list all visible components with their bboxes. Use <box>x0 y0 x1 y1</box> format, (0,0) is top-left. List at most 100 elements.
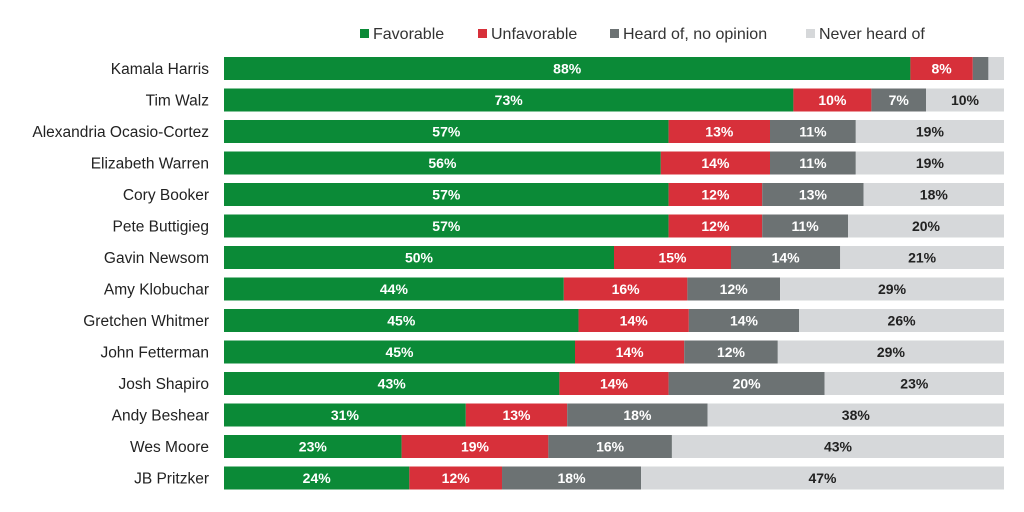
category-label-amy-klobuchar: Amy Klobuchar <box>104 282 209 299</box>
bar-elizabeth-warren-never-heard-of <box>855 151 1004 175</box>
bar-amy-klobuchar-unfavorable <box>563 277 688 301</box>
value-label-kamala-harris-unfavorable: 8% <box>931 61 952 77</box>
bar-elizabeth-warren-favorable <box>224 151 661 175</box>
value-label-josh-shapiro-never-heard-of: 23% <box>900 376 929 392</box>
category-label-kamala-harris: Kamala Harris <box>111 61 209 78</box>
legend-swatch-never-heard-of <box>806 29 815 38</box>
value-label-gavin-newsom-unfavorable: 15% <box>658 250 687 266</box>
bar-pete-buttigieg-favorable <box>224 214 669 238</box>
value-label-wes-moore-unfavorable: 19% <box>461 439 490 455</box>
value-label-jb-pritzker-heard-of-no-opinion: 18% <box>558 470 587 486</box>
bar-gavin-newsom-unfavorable <box>614 246 731 269</box>
value-label-john-fetterman-heard-of-no-opinion: 12% <box>717 344 746 360</box>
value-label-andy-beshear-unfavorable: 13% <box>502 407 531 423</box>
value-label-cory-booker-heard-of-no-opinion: 13% <box>799 187 828 203</box>
bar-amy-klobuchar-never-heard-of <box>780 277 1004 301</box>
value-label-john-fetterman-unfavorable: 14% <box>616 344 645 360</box>
bar-jb-pritzker-favorable <box>224 466 410 490</box>
value-label-elizabeth-warren-favorable: 56% <box>428 155 457 171</box>
bar-kamala-harris-heard-of-no-opinion <box>972 57 989 80</box>
bar-tim-walz-favorable <box>224 88 794 112</box>
bar-pete-buttigieg-heard-of-no-opinion <box>762 214 848 238</box>
category-label-gavin-newsom: Gavin Newsom <box>104 250 209 267</box>
bar-andy-beshear-unfavorable <box>465 403 568 427</box>
legend-swatch-favorable <box>360 29 369 38</box>
category-label-tim-walz: Tim Walz <box>146 93 209 110</box>
bar-pete-buttigieg-unfavorable <box>668 214 763 238</box>
bar-tim-walz-heard-of-no-opinion <box>871 88 926 112</box>
bar-elizabeth-warren-heard-of-no-opinion <box>770 151 856 175</box>
bar-josh-shapiro-unfavorable <box>559 372 669 395</box>
value-label-jb-pritzker-unfavorable: 12% <box>442 470 471 486</box>
value-label-tim-walz-never-heard-of: 10% <box>951 92 980 108</box>
value-label-john-fetterman-never-heard-of: 29% <box>877 344 906 360</box>
category-label-jb-pritzker: JB Pritzker <box>134 471 209 488</box>
value-label-amy-klobuchar-never-heard-of: 29% <box>878 281 907 297</box>
bar-wes-moore-heard-of-no-opinion <box>548 435 672 458</box>
value-label-cory-booker-favorable: 57% <box>432 187 461 203</box>
bar-gretchen-whitmer-heard-of-no-opinion <box>688 309 800 332</box>
category-label-elizabeth-warren: Elizabeth Warren <box>91 156 209 173</box>
value-label-alexandria-ocasio-cortez-favorable: 57% <box>432 124 461 140</box>
value-label-wes-moore-never-heard-of: 43% <box>824 439 853 455</box>
legend-label-favorable: Favorable <box>373 26 444 43</box>
bar-cory-booker-favorable <box>224 183 669 206</box>
value-label-alexandria-ocasio-cortez-heard-of-no-opinion: 11% <box>799 124 827 140</box>
value-label-andy-beshear-favorable: 31% <box>331 407 360 423</box>
value-label-gavin-newsom-never-heard-of: 21% <box>908 250 937 266</box>
legend-label-heard-of-no-opinion: Heard of, no opinion <box>623 26 767 43</box>
value-label-cory-booker-never-heard-of: 18% <box>920 187 949 203</box>
value-label-gretchen-whitmer-favorable: 45% <box>387 313 416 329</box>
bar-andy-beshear-favorable <box>224 403 466 427</box>
value-label-gretchen-whitmer-heard-of-no-opinion: 14% <box>730 313 759 329</box>
bar-cory-booker-never-heard-of <box>863 183 1004 206</box>
value-label-gretchen-whitmer-never-heard-of: 26% <box>888 313 917 329</box>
value-label-tim-walz-heard-of-no-opinion: 7% <box>889 92 910 108</box>
category-label-josh-shapiro: Josh Shapiro <box>119 376 209 393</box>
value-label-amy-klobuchar-unfavorable: 16% <box>612 281 641 297</box>
value-label-josh-shapiro-unfavorable: 14% <box>600 376 629 392</box>
value-label-elizabeth-warren-heard-of-no-opinion: 11% <box>799 155 827 171</box>
value-label-pete-buttigieg-unfavorable: 12% <box>701 218 730 234</box>
bar-john-fetterman-unfavorable <box>575 340 685 364</box>
bar-cory-booker-heard-of-no-opinion <box>762 183 864 206</box>
bar-alexandria-ocasio-cortez-heard-of-no-opinion <box>770 120 856 143</box>
value-label-gavin-newsom-heard-of-no-opinion: 14% <box>772 250 801 266</box>
bar-jb-pritzker-never-heard-of <box>641 466 1004 490</box>
value-label-elizabeth-warren-unfavorable: 14% <box>701 155 730 171</box>
category-label-john-fetterman: John Fetterman <box>100 345 209 362</box>
bar-amy-klobuchar-favorable <box>224 277 564 301</box>
bar-gavin-newsom-favorable <box>224 246 614 269</box>
value-label-tim-walz-unfavorable: 10% <box>818 92 847 108</box>
bar-cory-booker-unfavorable <box>668 183 763 206</box>
value-label-wes-moore-favorable: 23% <box>299 439 328 455</box>
category-label-gretchen-whitmer: Gretchen Whitmer <box>83 313 209 330</box>
bar-gavin-newsom-heard-of-no-opinion <box>731 246 841 269</box>
bar-tim-walz-never-heard-of <box>926 88 1004 112</box>
bar-jb-pritzker-unfavorable <box>409 466 503 490</box>
bar-john-fetterman-never-heard-of <box>777 340 1004 364</box>
bar-gretchen-whitmer-favorable <box>224 309 579 332</box>
bar-john-fetterman-favorable <box>224 340 575 364</box>
category-label-andy-beshear: Andy Beshear <box>112 408 209 425</box>
value-label-josh-shapiro-favorable: 43% <box>378 376 407 392</box>
category-label-alexandria-ocasio-cortez: Alexandria Ocasio-Cortez <box>32 124 209 141</box>
value-label-pete-buttigieg-heard-of-no-opinion: 11% <box>791 218 819 234</box>
value-label-elizabeth-warren-never-heard-of: 19% <box>916 155 945 171</box>
bar-jb-pritzker-heard-of-no-opinion <box>502 466 642 490</box>
bar-josh-shapiro-never-heard-of <box>824 372 1004 395</box>
bar-alexandria-ocasio-cortez-unfavorable <box>668 120 770 143</box>
bar-wes-moore-never-heard-of <box>671 435 1004 458</box>
bar-pete-buttigieg-never-heard-of <box>848 214 1004 238</box>
category-label-wes-moore: Wes Moore <box>130 439 209 456</box>
category-labels: Kamala Harris Tim Walz Alexandria Ocasio-C… <box>32 61 209 488</box>
bar-josh-shapiro-favorable <box>224 372 560 395</box>
bar-tim-walz-unfavorable <box>793 88 872 112</box>
legend-swatch-unfavorable <box>478 29 487 38</box>
bar-kamala-harris-never-heard-of <box>988 57 1004 80</box>
value-label-john-fetterman-favorable: 45% <box>385 344 414 360</box>
legend: Favorable Unfavorable Heard of, no opinion… <box>360 26 925 43</box>
value-label-tim-walz-favorable: 73% <box>495 92 524 108</box>
bar-amy-klobuchar-heard-of-no-opinion <box>687 277 781 301</box>
